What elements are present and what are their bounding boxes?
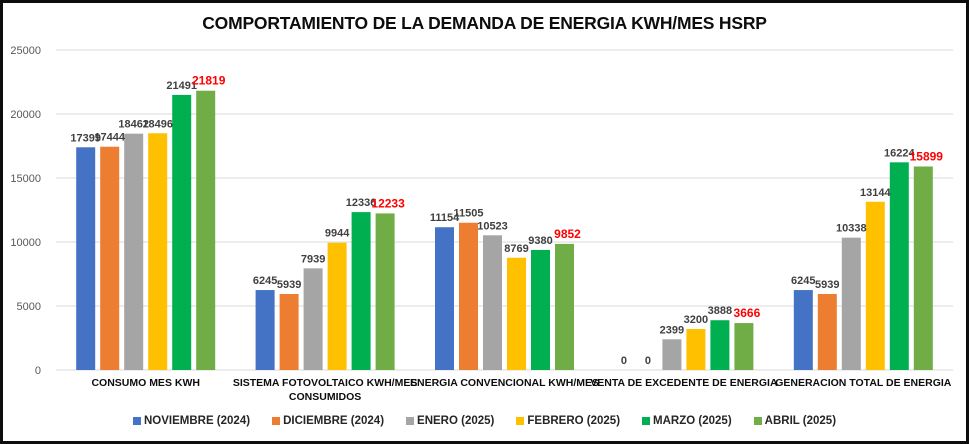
- bars: [76, 90, 933, 371]
- bar: [435, 227, 454, 370]
- data-label: 10338: [836, 223, 867, 235]
- bar: [459, 222, 478, 370]
- x-category-label: SISTEMA FOTOVOLTAICO KWH/MES: [233, 377, 418, 389]
- bar: [841, 237, 861, 370]
- data-label: 18462: [118, 119, 149, 131]
- legend-swatch: [753, 417, 762, 425]
- bar: [710, 320, 730, 370]
- bar: [327, 242, 347, 370]
- y-tick-label: 20000: [10, 109, 41, 121]
- data-label: 3888: [708, 305, 732, 317]
- bar: [172, 94, 192, 371]
- data-label: 3666: [734, 306, 761, 320]
- legend-swatch: [642, 417, 651, 425]
- bar: [351, 212, 371, 370]
- data-label: 0: [645, 355, 651, 367]
- data-label: 5939: [815, 279, 839, 291]
- y-tick-label: 0: [35, 365, 41, 377]
- legend-swatch: [516, 417, 525, 425]
- bar: [507, 257, 526, 370]
- legend-label: ABRIL (2025): [764, 415, 837, 427]
- legend-item: ENERO (2025): [406, 415, 494, 427]
- data-label: 18496: [142, 118, 173, 130]
- legend-label: NOVIEMBRE (2024): [143, 415, 251, 427]
- bar: [531, 249, 550, 370]
- chart-title: COMPORTAMIENTO DE LA DEMANDA DE ENERGIA …: [202, 13, 767, 33]
- x-category-label: CONSUMIDOS: [289, 391, 361, 403]
- legend-item: NOVIEMBRE (2024): [132, 415, 251, 427]
- data-label: 6245: [253, 275, 277, 287]
- data-label: 10523: [477, 220, 508, 232]
- data-label: 7939: [301, 253, 325, 265]
- legend-label: ENERO (2025): [417, 415, 495, 427]
- data-label: 11505: [454, 208, 484, 220]
- bar: [196, 90, 216, 370]
- data-label: 21819: [192, 74, 226, 88]
- data-label: 9852: [554, 227, 581, 241]
- data-label: 9944: [325, 228, 350, 240]
- data-label: 16224: [884, 147, 915, 159]
- legend-item: FEBRERO (2025): [516, 415, 620, 427]
- data-label: 17399: [70, 132, 101, 144]
- legend-label: MARZO (2025): [653, 415, 732, 427]
- bar: [100, 146, 120, 370]
- y-tick-label: 5000: [17, 301, 41, 313]
- y-tick-label: 10000: [10, 237, 41, 249]
- data-label: 11154: [430, 212, 460, 224]
- y-tick-label: 25000: [10, 45, 41, 57]
- x-category-label: ENERGIA CONVENCIONAL KWH/MES: [410, 377, 599, 389]
- bar: [913, 166, 933, 370]
- data-label: 9380: [528, 235, 552, 247]
- legend-item: MARZO (2025): [642, 415, 732, 427]
- data-label: 6245: [791, 275, 815, 287]
- bar: [148, 133, 168, 370]
- bar: [686, 329, 706, 370]
- bar: [124, 133, 144, 370]
- legend-item: DICIEMBRE (2024): [272, 415, 384, 427]
- data-label: 3200: [684, 314, 708, 326]
- data-label: 5939: [277, 279, 301, 291]
- legend-swatch: [406, 417, 415, 425]
- x-category-label: VENTA DE EXCEDENTE DE ENERGIA: [590, 377, 778, 389]
- data-label: 12233: [371, 196, 405, 210]
- legend-swatch: [272, 417, 281, 425]
- bar: [375, 213, 395, 370]
- bar: [817, 293, 837, 370]
- bar: [76, 147, 96, 370]
- data-label: 17444: [94, 132, 125, 144]
- bar: [255, 290, 275, 370]
- legend: NOVIEMBRE (2024) DICIEMBRE (2024) ENERO (2…: [0, 415, 969, 427]
- x-axis-categories: CONSUMO MES KWH SISTEMA FOTOVOLTAICO KWH/…: [91, 377, 951, 403]
- y-tick-label: 15000: [10, 173, 41, 185]
- data-label: 2399: [660, 324, 684, 336]
- x-category-label: GENERACION TOTAL DE ENERGIA: [775, 377, 952, 389]
- data-label: 15899: [910, 149, 944, 163]
- bar: [483, 235, 502, 370]
- data-label: 12336: [346, 197, 377, 209]
- bar: [793, 290, 813, 370]
- bar: [662, 339, 682, 370]
- data-label: 8769: [504, 243, 528, 255]
- bar: [303, 268, 323, 370]
- legend-item: ABRIL (2025): [753, 415, 837, 427]
- bar: [865, 201, 885, 370]
- data-label: 13144: [860, 187, 891, 199]
- x-category-label: CONSUMO MES KWH: [91, 377, 200, 389]
- legend-label: DICIEMBRE (2024): [283, 415, 385, 427]
- data-label: 21491: [166, 80, 197, 92]
- y-axis-ticks: 0 5000 10000 15000 20000 25000: [10, 45, 41, 377]
- legend-swatch: [132, 417, 141, 425]
- data-label: 0: [621, 355, 627, 367]
- bar: [734, 323, 754, 370]
- bar: [889, 162, 909, 370]
- legend-label: FEBRERO (2025): [527, 415, 621, 427]
- bar: [555, 243, 574, 370]
- bar: [279, 293, 299, 370]
